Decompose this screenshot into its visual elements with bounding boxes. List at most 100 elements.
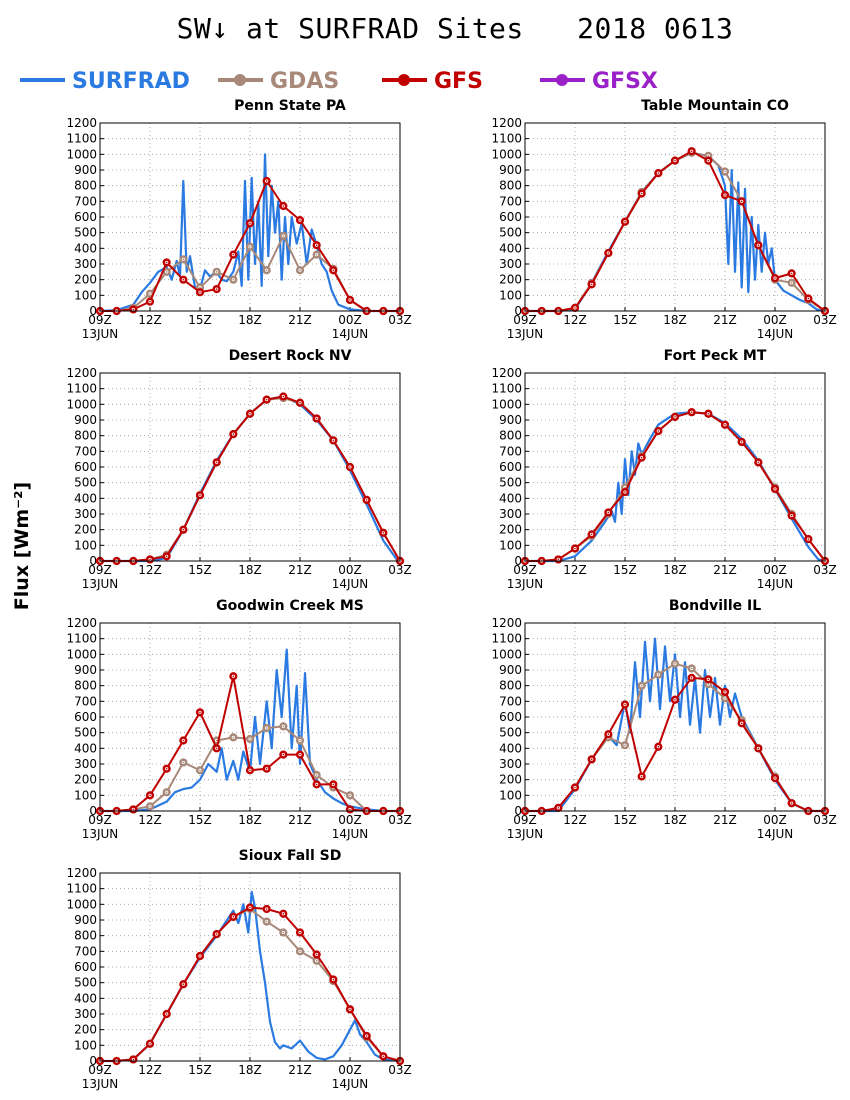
y-tick-label: 600 — [74, 460, 97, 474]
data-point-gfs — [637, 453, 646, 462]
data-point-gdas — [637, 681, 646, 690]
data-point-gfs — [570, 303, 580, 312]
chart-title: Penn State PA — [234, 98, 346, 114]
x-tick-label: 18Z — [663, 813, 687, 827]
y-tick-label: 1100 — [491, 632, 522, 646]
x-tick-label: 00Z — [338, 1063, 362, 1077]
data-point-gfs — [329, 266, 338, 275]
data-point-gfs — [229, 912, 238, 921]
data-point-center — [706, 412, 710, 416]
chart-panel-fort-peck: Fort Peck MT 0 100 200 300 400 500 600 700 800 90… — [465, 348, 850, 598]
data-point-gdas — [179, 758, 188, 767]
x-tick-label: 00Z — [338, 563, 362, 577]
data-point-gdas — [195, 766, 205, 775]
y-tick-label: 600 — [74, 960, 97, 974]
data-point-gfs — [212, 930, 221, 939]
data-point-gfs — [362, 1031, 371, 1041]
data-point-center — [723, 169, 727, 174]
date-label: 13JUN — [507, 327, 544, 341]
data-point-gfs — [770, 774, 780, 783]
data-point-gfs — [295, 750, 305, 759]
x-tick-label: 15Z — [613, 563, 637, 577]
y-tick-label: 700 — [499, 444, 522, 458]
x-tick-label: 15Z — [188, 563, 212, 577]
data-point-center — [348, 793, 352, 797]
data-point-gfs — [162, 764, 171, 773]
y-tick-label: 700 — [74, 444, 97, 458]
data-point-center — [248, 768, 252, 772]
data-point-center — [231, 432, 235, 436]
y-tick-label: 0 — [514, 554, 522, 568]
data-point-center — [198, 493, 202, 497]
data-point-gfs — [604, 730, 613, 739]
data-point-gfs — [787, 799, 796, 808]
x-tick-label: 21Z — [288, 813, 312, 827]
chart-title: Fort Peck MT — [663, 348, 767, 364]
series-line-gdas — [525, 411, 826, 562]
data-point-center — [198, 954, 202, 958]
data-point-center — [790, 271, 794, 275]
y-tick-label: 700 — [74, 194, 97, 208]
y-tick-label: 1100 — [491, 132, 522, 146]
data-point-center — [231, 278, 235, 282]
data-point-center — [690, 410, 694, 414]
x-tick-label: 09Z — [88, 813, 112, 827]
data-point-gfs — [637, 772, 646, 781]
data-point-gfs — [720, 420, 730, 429]
plot-frame — [524, 372, 826, 562]
data-point-center — [348, 465, 352, 469]
series-line-gfs — [525, 411, 826, 562]
y-tick-label: 1200 — [491, 616, 522, 630]
data-point-center — [740, 721, 744, 725]
data-point-center — [165, 554, 169, 558]
data-point-gfs — [687, 408, 696, 417]
data-point-gfs — [279, 392, 288, 401]
series-line-surfrad — [525, 637, 825, 813]
data-point-center — [573, 306, 577, 310]
data-point-center — [148, 804, 152, 808]
data-point-center — [148, 1042, 152, 1046]
data-point-gdas — [345, 791, 355, 800]
data-point-gfs — [787, 511, 796, 520]
chart-title: Goodwin Creek MS — [216, 598, 364, 614]
data-point-center — [365, 1034, 369, 1038]
data-point-center — [165, 270, 169, 274]
data-point-center — [365, 498, 369, 502]
legend-item-surfrad: SURFRAD — [20, 69, 190, 94]
data-point-gfs — [145, 555, 155, 564]
date-label: 14JUN — [332, 1077, 369, 1091]
plot-frame — [99, 372, 401, 562]
data-point-gdas — [262, 723, 271, 733]
x-tick-label: 12Z — [563, 563, 587, 577]
y-tick-label: 0 — [89, 804, 97, 818]
data-point-gfs — [129, 305, 138, 314]
data-point-gfs — [670, 695, 680, 704]
data-point-center — [331, 438, 335, 442]
data-point-center — [315, 253, 319, 257]
y-tick-label: 1200 — [66, 116, 97, 130]
data-point-center — [690, 149, 694, 153]
data-point-gfs — [295, 216, 305, 225]
y-tick-label: 800 — [499, 429, 522, 443]
data-point-center — [348, 1007, 352, 1011]
data-point-gdas — [312, 250, 321, 259]
grid — [99, 622, 401, 812]
data-point-gfs — [145, 791, 155, 800]
chart-panel-sioux-fall: Sioux Fall SD 0 100 200 300 400 500 600 700 800 9… — [40, 848, 440, 1098]
data-point-center — [640, 684, 644, 688]
data-point-center — [231, 915, 235, 919]
date-label: 14JUN — [757, 827, 794, 841]
data-point-gfs — [262, 764, 271, 773]
data-point-center — [656, 673, 660, 677]
data-point-gdas — [162, 788, 171, 797]
data-point-center — [606, 732, 610, 736]
data-point-center — [590, 532, 594, 536]
data-point-gfs — [804, 294, 813, 303]
data-point-center — [573, 546, 577, 551]
data-point-center — [148, 292, 152, 296]
data-point-gfs — [312, 414, 321, 423]
data-point-center — [806, 296, 810, 301]
